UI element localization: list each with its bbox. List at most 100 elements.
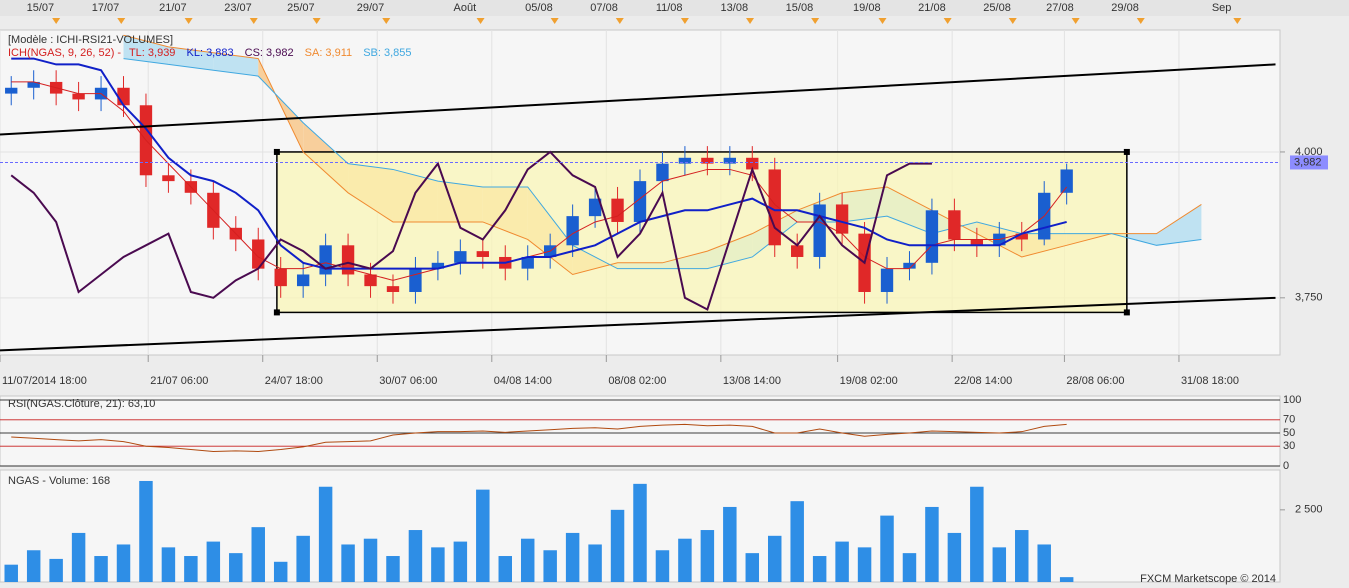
candle-body [835, 204, 849, 234]
volume-bar [588, 544, 602, 582]
y-tick-label: 4,000 [1295, 146, 1323, 158]
candle-body [723, 157, 736, 164]
y-tick-label: 100 [1283, 394, 1301, 406]
volume-bar [992, 547, 1007, 582]
model-label: [Modèle : ICHI-RSI21-VOLUMES] [8, 34, 173, 46]
indicator-line [11, 57, 1067, 270]
y-tick-label: 2 500 [1295, 504, 1323, 516]
candle-body [252, 239, 265, 269]
volume-bar [498, 556, 512, 582]
candle-body [364, 274, 377, 287]
candle-body [791, 245, 804, 257]
day-marker [1071, 18, 1080, 24]
indicator-line [11, 81, 1068, 281]
volume-bar [139, 480, 153, 582]
y-tick-label: 50 [1283, 427, 1295, 439]
volume-bar [94, 556, 108, 582]
volume-bar [4, 564, 18, 582]
day-marker [476, 18, 485, 24]
volume-bar [318, 486, 333, 582]
top-tick-label: 15/08 [786, 2, 814, 14]
candle-body [566, 216, 579, 246]
candle-body [431, 262, 445, 269]
legend-entry: TL: 3,939 [129, 47, 175, 59]
day-marker [249, 18, 258, 24]
volume-bar [431, 547, 445, 582]
x-tick-label: 13/08 14:00 [723, 375, 781, 387]
candle-body [746, 157, 759, 170]
candle-body [948, 210, 961, 240]
volume-bar [835, 541, 849, 582]
indicator-line [10, 150, 932, 311]
volume-bar [880, 515, 894, 582]
trendline [0, 296, 1276, 352]
day-marker [117, 18, 126, 24]
day-marker [1136, 18, 1145, 24]
volume-bar [386, 556, 400, 582]
day-marker [382, 18, 391, 24]
volume-bar [363, 538, 378, 582]
rectangle-handle [273, 309, 280, 316]
y-tick-label: 3,750 [1295, 292, 1323, 304]
x-tick-label: 08/08 02:00 [608, 375, 666, 387]
day-marker [943, 18, 952, 24]
day-marker [52, 18, 61, 24]
candle-body [162, 175, 175, 182]
rectangle-handle [1123, 309, 1130, 316]
x-tick-label: 11/07/2014 18:00 [2, 375, 87, 387]
candle-body [274, 268, 287, 287]
day-marker [680, 18, 689, 24]
candle-body [521, 256, 534, 269]
cloud-segment [123, 35, 169, 65]
candle-body [903, 262, 916, 269]
main-plot [0, 30, 1280, 355]
volume-bar [408, 530, 423, 582]
cloud-segment [1156, 204, 1202, 246]
candle-body [454, 251, 467, 263]
volume-bar [857, 547, 872, 582]
candle-body [813, 204, 826, 257]
indicator-name: ICH(NGAS, 9, 26, 52) - [8, 47, 121, 59]
volume-bar [723, 506, 737, 582]
top-tick-label: 19/08 [853, 2, 881, 14]
candle-body [27, 81, 40, 88]
volume-bar [925, 506, 939, 582]
volume-bar [543, 550, 557, 582]
candle-body [656, 163, 669, 182]
top-tick-label: 29/08 [1111, 2, 1139, 14]
rsi-title: RSI(NGAS.Clôture, 21): 63,10 [8, 398, 155, 410]
x-tick-label: 24/07 18:00 [265, 375, 323, 387]
top-tick-label: 27/08 [1046, 2, 1074, 14]
rectangle-handle [1123, 148, 1130, 155]
volume-bar [476, 489, 490, 582]
volume-bar [116, 544, 131, 582]
volume-bar [26, 550, 41, 582]
x-tick-label: 04/08 14:00 [494, 375, 552, 387]
cloud-segment [168, 46, 214, 71]
volume-bar [341, 544, 355, 582]
y-tick-label: 70 [1283, 414, 1295, 426]
volume-bar [184, 556, 198, 582]
day-marker [746, 18, 755, 24]
y-tick-label: 30 [1283, 440, 1295, 452]
day-marker [184, 18, 193, 24]
volume-bar [678, 538, 692, 582]
top-tick-label: 23/07 [224, 2, 252, 14]
candle-body [701, 157, 714, 164]
volume-bar [296, 535, 310, 582]
x-tick-label: 31/08 18:00 [1181, 375, 1239, 387]
volume-bar [790, 501, 804, 582]
volume-bar [902, 553, 917, 582]
top-tick-label: 25/07 [287, 2, 315, 14]
volume-bar [970, 486, 984, 582]
volume-bar [161, 547, 176, 582]
day-marker [1233, 18, 1242, 24]
candle-body [678, 157, 692, 164]
volume-bar [1037, 544, 1051, 582]
legend-entry: SB: 3,855 [363, 47, 411, 59]
day-marker [615, 18, 624, 24]
candle-body [296, 274, 310, 287]
top-tick-label: Août [454, 2, 477, 14]
x-tick-label: 22/08 14:00 [954, 375, 1012, 387]
candle-body [319, 245, 332, 275]
